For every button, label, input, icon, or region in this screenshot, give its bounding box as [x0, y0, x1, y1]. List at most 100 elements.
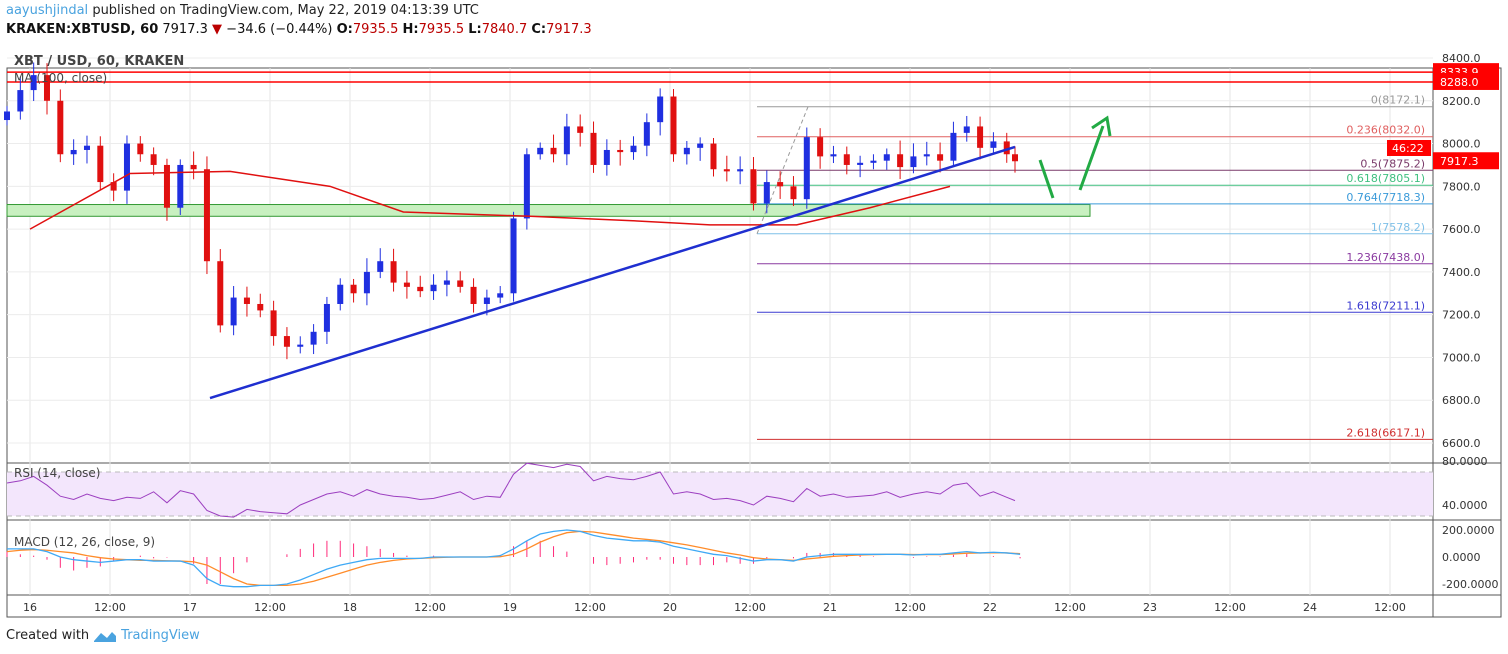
- candle-body: [230, 297, 237, 326]
- candle-body: [777, 182, 784, 187]
- candle-body: [963, 126, 970, 133]
- candle-body: [1012, 154, 1018, 162]
- price-tick-label: 8200.0: [1442, 95, 1481, 108]
- price-tick-label: 7400.0: [1442, 266, 1481, 279]
- candle-body: [390, 261, 397, 283]
- candle-body: [737, 169, 744, 172]
- price-tick-label: 6800.0: [1442, 394, 1481, 407]
- candle-body: [883, 154, 890, 161]
- candle-body: [190, 164, 197, 170]
- candle-body: [377, 261, 384, 272]
- countdown-label: 46:22: [1392, 142, 1424, 155]
- candle-body: [83, 145, 90, 150]
- low-label: L:: [468, 22, 482, 37]
- author-link[interactable]: aayushjindal: [6, 3, 89, 18]
- open-value: 7935.5: [352, 22, 399, 37]
- last-price-label: 7917.3: [1440, 155, 1479, 168]
- candle-body: [923, 154, 930, 157]
- candle-body: [323, 303, 330, 332]
- fib-level-label: 0(8172.1): [1371, 94, 1425, 107]
- rsi-legend: RSI (14, close): [14, 466, 100, 480]
- candle-body: [843, 154, 850, 165]
- candle-body: [830, 154, 837, 157]
- price-tick-label: 7200.0: [1442, 309, 1481, 322]
- time-tick-label: 12:00: [94, 601, 126, 614]
- candle-body: [630, 145, 637, 153]
- candle-body: [497, 293, 504, 298]
- candle-body: [763, 182, 770, 204]
- time-tick-label: 21: [823, 601, 837, 614]
- time-tick-label: 16: [23, 601, 37, 614]
- candle-body: [350, 284, 357, 294]
- time-tick-label: 24: [1303, 601, 1317, 614]
- candle-body: [750, 169, 757, 204]
- time-tick-label: 20: [663, 601, 677, 614]
- candle-body: [243, 297, 250, 304]
- candle-body: [30, 75, 37, 91]
- symbol: KRAKEN:XBTUSD, 60: [6, 22, 159, 37]
- price-tick-label: 8400.0: [1442, 52, 1481, 65]
- down-triangle-icon: ▼: [212, 22, 223, 37]
- close-value: 7917.3: [546, 22, 592, 37]
- candle-body: [657, 96, 664, 123]
- fib-level-label: 0.618(7805.1): [1346, 172, 1425, 185]
- green-arrow-down: [1038, 159, 1055, 199]
- candle-body: [897, 154, 904, 168]
- candle-body: [177, 164, 184, 208]
- candle-body: [150, 154, 157, 165]
- candle-body: [4, 111, 10, 121]
- candle-body: [950, 132, 957, 161]
- rsi-line: [6, 462, 1016, 518]
- candle-body: [937, 154, 944, 161]
- candle-body: [443, 280, 450, 285]
- fib-level-label: 1(7578.2): [1371, 221, 1425, 234]
- candle-body: [163, 164, 170, 208]
- candle-body: [857, 162, 864, 165]
- support-zone: [6, 204, 1091, 217]
- candle-body: [17, 90, 24, 112]
- candle-body: [817, 137, 824, 157]
- time-tick-label: 22: [983, 601, 997, 614]
- candle-body: [430, 284, 437, 292]
- candle-body: [643, 122, 650, 146]
- price-tick-label: 7800.0: [1442, 180, 1481, 193]
- candle-body: [537, 147, 544, 155]
- high-label: H:: [402, 22, 419, 37]
- time-tick-label: 19: [503, 601, 517, 614]
- time-tick-label: 12:00: [1374, 601, 1406, 614]
- candle-body: [417, 286, 424, 292]
- rsi-tick-label: 80.0000: [1442, 455, 1488, 468]
- rising-trendline: [209, 145, 1016, 400]
- candle-body: [483, 297, 490, 304]
- macd-tick-label: 0.0000: [1442, 551, 1481, 564]
- candle-body: [617, 149, 624, 153]
- candle-body: [910, 156, 917, 168]
- candle-body: [590, 132, 597, 165]
- candle-body: [217, 261, 224, 326]
- candle-body: [697, 143, 704, 148]
- macd-signal-line: [6, 530, 1021, 586]
- candle-body: [977, 126, 984, 148]
- symbol-info: KRAKEN:XBTUSD, 60 7917.3 ▼ −34.6 (−0.44%…: [6, 22, 592, 37]
- fib-level-label: 1.236(7438.0): [1346, 251, 1425, 264]
- tradingview-link[interactable]: TradingView: [121, 628, 200, 643]
- ma100-line: [29, 170, 951, 230]
- publish-info: aayushjindal published on TradingView.co…: [6, 3, 479, 18]
- candle-body: [257, 303, 264, 311]
- time-tick-label: 12:00: [414, 601, 446, 614]
- candle-body: [270, 310, 277, 337]
- candle-body: [470, 286, 477, 304]
- tradingview-logo-icon: [94, 631, 117, 642]
- candle-body: [577, 126, 584, 133]
- low-value: 7840.7: [481, 22, 528, 37]
- green-arrow-up: [1078, 125, 1105, 191]
- candle-body: [870, 160, 877, 163]
- candle-body: [523, 154, 530, 219]
- candle-body: [990, 141, 997, 148]
- time-tick-label: 12:00: [254, 601, 286, 614]
- created-with: Created with: [6, 628, 90, 643]
- candle-body: [97, 145, 104, 183]
- chart-frame: [6, 67, 1502, 618]
- candle-body: [403, 282, 410, 287]
